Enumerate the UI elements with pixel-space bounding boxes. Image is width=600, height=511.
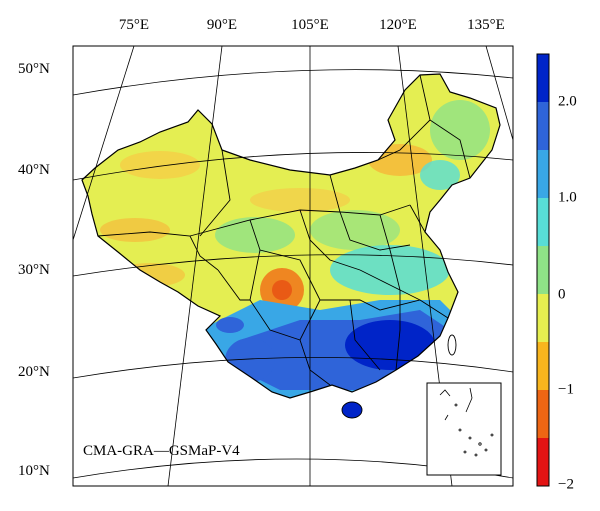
- map-caption: CMA-GRA—GSMaP-V4: [83, 443, 240, 459]
- china-border: [81, 73, 501, 399]
- longitude-label-120e: 120°E: [379, 17, 417, 33]
- longitude-label-75e: 75°E: [118, 17, 150, 33]
- colorbar-bin: [537, 294, 549, 342]
- latitude-label-20n: 20°N: [18, 364, 50, 380]
- colorbar-bin: [537, 438, 549, 486]
- colorbar-bin: [537, 150, 549, 198]
- colorbar-bin: [537, 198, 549, 246]
- colorbar-bin: [537, 390, 549, 438]
- colorbar-bin: [537, 246, 549, 294]
- colorbar-bin: [537, 54, 549, 102]
- latitude-label-10n: 10°N: [18, 463, 50, 479]
- south-china-sea-inset: [426, 382, 502, 476]
- colorbar-label-0: 0: [558, 286, 566, 303]
- latitude-label-30n: 30°N: [18, 262, 50, 278]
- longitude-label-105e: 105°E: [291, 17, 329, 33]
- taiwan-island: [447, 334, 457, 356]
- inset-islands: [439, 387, 494, 457]
- latitude-label-50n: 50°N: [18, 61, 50, 77]
- colorbar-bin: [537, 102, 549, 150]
- map-frame: [72, 45, 514, 487]
- colorbar-label-minus1: −1: [558, 381, 574, 398]
- colorbar-label-minus2: −2: [558, 476, 574, 493]
- colorbar-label-2: 2.0: [558, 93, 577, 110]
- colorbar-label-1: 1.0: [558, 189, 577, 206]
- hainan-island: [341, 401, 363, 419]
- colorbar-bin: [537, 342, 549, 390]
- longitude-label-135e: 135°E: [467, 17, 505, 33]
- longitude-label-90e: 90°E: [206, 17, 238, 33]
- latitude-label-40n: 40°N: [18, 162, 50, 178]
- colorbar: [536, 53, 550, 487]
- colorbar-frame: [536, 53, 550, 487]
